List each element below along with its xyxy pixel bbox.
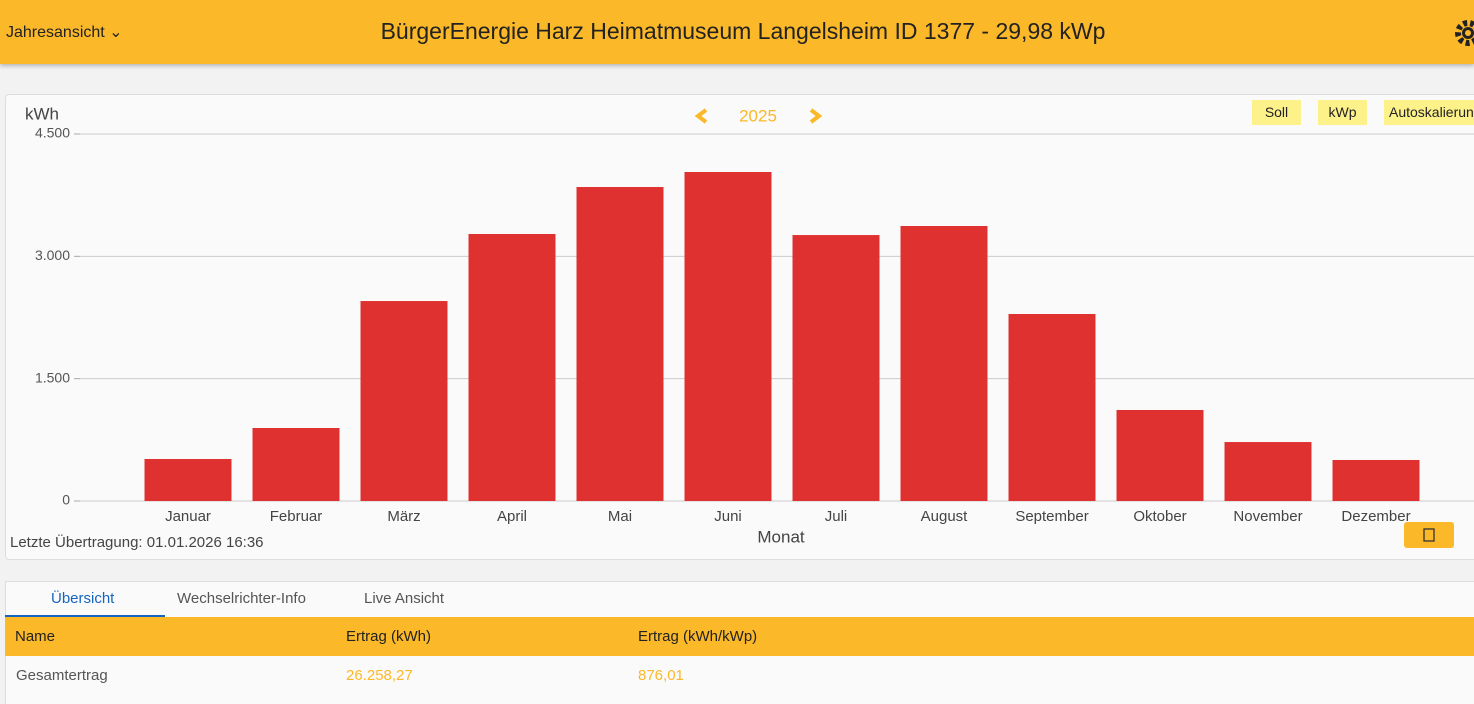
soll-button[interactable]: Soll <box>1252 100 1301 125</box>
x-tick-label: Juli <box>825 508 848 525</box>
y-tick-label: 3.000 <box>35 247 70 263</box>
bar <box>1116 409 1204 501</box>
tab[interactable]: Übersicht <box>51 590 115 607</box>
bar <box>576 187 664 501</box>
bar <box>144 458 232 501</box>
export-icon <box>1423 528 1435 542</box>
bar <box>252 428 340 501</box>
bar <box>1332 459 1420 501</box>
y-tick-label: 0 <box>62 492 70 508</box>
settings-icon[interactable] <box>1452 18 1474 48</box>
x-tick-label: März <box>387 508 420 525</box>
table-cell: 876,01 <box>638 667 684 684</box>
column-header: Ertrag (kWh/kWp) <box>638 628 758 645</box>
x-tick-label: August <box>921 508 969 525</box>
tab[interactable]: Live Ansicht <box>364 590 445 607</box>
x-tick-label: November <box>1233 508 1302 525</box>
page-title: BürgerEnergie Harz Heimatmuseum Langelsh… <box>380 18 1106 44</box>
column-header: Name <box>15 628 56 645</box>
bar <box>1224 442 1312 501</box>
year: 2025 <box>739 106 777 125</box>
x-tick-label: Dezember <box>1341 508 1410 525</box>
autoscale-button[interactable]: Autoskalierung <box>1384 100 1474 125</box>
tab[interactable]: Wechselrichter-Info <box>177 590 306 607</box>
bar <box>900 225 988 501</box>
x-tick-label: Januar <box>165 508 211 525</box>
kwp-button[interactable]: kWp <box>1318 100 1367 125</box>
x-tick-label: Februar <box>270 508 323 525</box>
x-tick-label: Juni <box>714 508 742 525</box>
x-axis-label: Monat <box>757 527 805 546</box>
bar <box>1008 313 1096 501</box>
table-header <box>5 617 1474 656</box>
x-tick-label: Oktober <box>1133 508 1186 525</box>
bar <box>360 301 448 501</box>
y-axis-label: kWh <box>25 104 59 123</box>
column-header: Ertrag (kWh) <box>346 628 432 645</box>
chart: kWh Monat Letzte Übertragung: 01.01.2026… <box>10 104 1474 551</box>
view-select[interactable]: Jahresansicht ⌄ <box>6 24 123 41</box>
table-cell: Gesamtertrag <box>16 667 108 684</box>
x-tick-label: September <box>1015 508 1088 525</box>
top-bar <box>0 0 1474 64</box>
y-tick-label: 4.500 <box>35 125 70 141</box>
bar <box>792 235 880 501</box>
x-tick-label: April <box>497 508 527 525</box>
table-cell: 26.258,27 <box>346 667 413 684</box>
bar <box>468 233 556 501</box>
export-button[interactable] <box>1404 522 1454 548</box>
y-tick-label: 1.500 <box>35 369 70 385</box>
next-year[interactable] <box>809 108 823 124</box>
last-transfer: Letzte Übertragung: 01.01.2026 16:36 <box>10 533 264 551</box>
prev-year[interactable] <box>694 108 708 124</box>
x-tick-label: Mai <box>608 508 632 525</box>
view-select-label: Jahresansicht <box>6 24 105 41</box>
tab-indicator <box>5 615 165 617</box>
bar <box>684 172 772 501</box>
